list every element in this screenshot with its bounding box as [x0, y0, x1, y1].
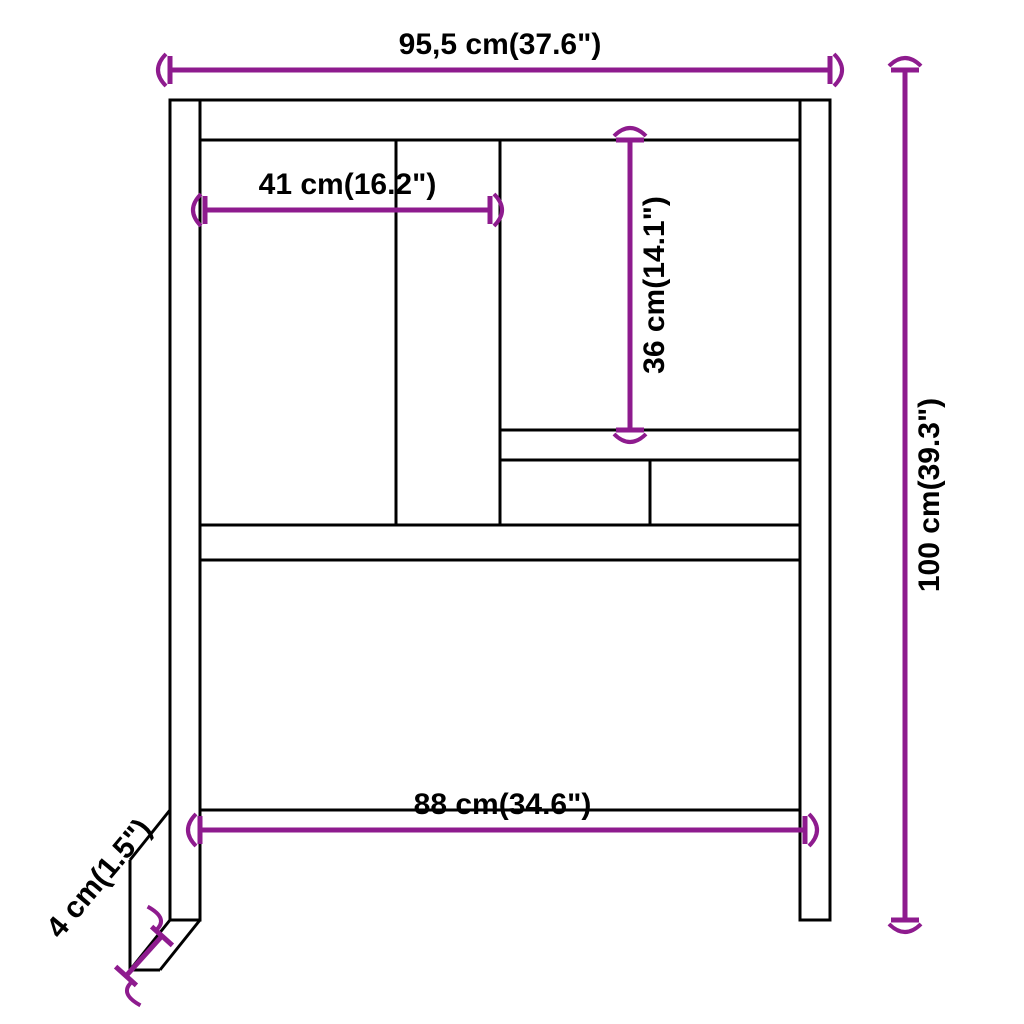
- dim-top-width-paren-r: [834, 54, 842, 86]
- dim-depth-label: 4 cm(1.5"): [40, 813, 158, 945]
- top-rail: [200, 100, 800, 140]
- dim-overall-height-paren-b: [889, 924, 921, 932]
- dim-overall-height-label: 100 cm(39.3"): [913, 398, 946, 592]
- depth-edge-b: [160, 920, 200, 970]
- dim-inner-width-paren-l: [188, 814, 196, 846]
- dim-inner-width-paren-r: [809, 814, 817, 846]
- right-mini-rail: [500, 430, 800, 460]
- dim-top-width-paren-l: [158, 54, 166, 86]
- dim-overall-height-paren-t: [889, 58, 921, 66]
- dim-panel-right-h-label: 36 cm(14.1"): [638, 196, 671, 374]
- left-post: [170, 100, 200, 920]
- right-post: [800, 100, 830, 920]
- dim-panel-right-h-paren-t: [614, 128, 646, 136]
- dim-panel-left-label: 41 cm(16.2"): [259, 168, 437, 201]
- lower-panel: [200, 560, 800, 810]
- dim-inner-width-label: 88 cm(34.6"): [414, 788, 592, 821]
- dim-panel-right-h-paren-b: [614, 434, 646, 442]
- mid-rail: [200, 525, 800, 560]
- dim-top-width-label: 95,5 cm(37.6"): [399, 28, 602, 61]
